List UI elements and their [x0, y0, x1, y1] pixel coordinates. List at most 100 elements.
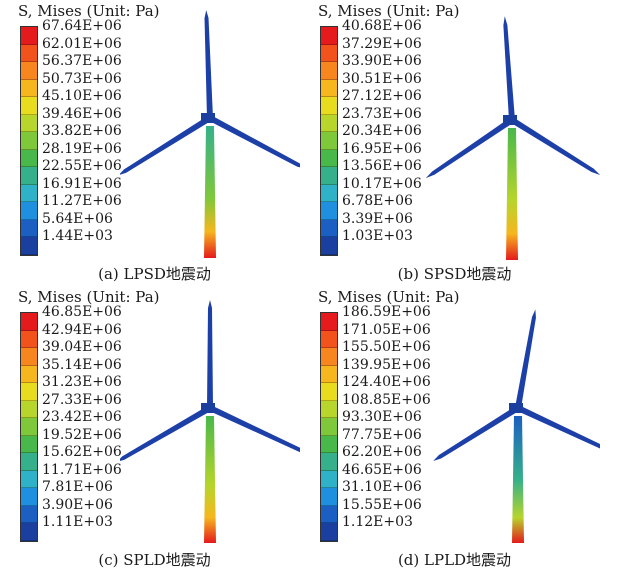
colorbar-swatch	[21, 79, 37, 97]
tick-label: 19.52E+06	[42, 426, 122, 443]
nacelle	[503, 115, 517, 125]
colorbar	[20, 312, 38, 542]
colorbar-swatch	[321, 330, 337, 348]
colorbar-swatch	[21, 418, 37, 436]
colorbar-swatch	[21, 488, 37, 506]
colorbar-swatch	[21, 348, 37, 366]
tick-label: 35.14E+06	[42, 356, 122, 373]
colorbar-swatch	[21, 365, 37, 383]
legend-title: S, Mises (Unit: Pa)	[318, 288, 460, 306]
tick-label: 22.55E+06	[42, 158, 122, 174]
tick-label: 10.17E+06	[342, 175, 422, 192]
colorbar-swatch	[321, 44, 337, 62]
blade	[516, 405, 600, 451]
colorbar-swatch	[21, 219, 37, 237]
tick-label: 37.29E+06	[342, 35, 422, 52]
tick-label: 31.10E+06	[342, 479, 422, 495]
turbine-geometry	[433, 309, 600, 543]
colorbar-swatch	[321, 313, 337, 331]
colorbar-swatch	[321, 132, 337, 150]
tick-label: 1.12E+03	[342, 514, 413, 530]
colorbar-swatch	[321, 365, 337, 383]
colorbar-swatch	[321, 505, 337, 523]
colorbar-swatch	[321, 488, 337, 506]
colorbar-swatch	[321, 348, 337, 366]
tick-label: 5.64E+06	[42, 210, 113, 227]
blade	[207, 300, 213, 408]
colorbar-swatch	[21, 313, 37, 331]
tick-label: 27.33E+06	[42, 391, 122, 408]
tick-label: 62.01E+06	[42, 35, 122, 52]
colorbar-swatch	[321, 114, 337, 132]
colorbar-swatch	[321, 435, 337, 453]
colorbar	[320, 312, 338, 542]
blade	[120, 405, 212, 462]
tick-label: 171.05E+06	[342, 321, 431, 338]
panel-caption: (c) SPLD地震动	[98, 551, 211, 569]
colorbar-swatch	[21, 435, 37, 453]
tick-label: 15.62E+06	[42, 444, 122, 460]
tick-label: 1.44E+03	[42, 228, 113, 244]
colorbar-swatch	[21, 202, 37, 220]
tick-label: 7.81E+06	[42, 479, 113, 495]
colorbar-swatch	[321, 149, 337, 167]
wind-turbine-stress-plot	[120, 300, 300, 543]
tick-label: 77.75E+06	[342, 426, 422, 443]
colorbar-swatch	[321, 97, 337, 115]
panel-caption: (d) LPLD地震动	[397, 551, 512, 569]
tick-label: 42.94E+06	[42, 321, 122, 338]
turbine-geometry	[120, 300, 300, 543]
nacelle	[201, 113, 215, 123]
tower	[512, 416, 524, 543]
tick-label: 46.65E+06	[342, 461, 422, 478]
colorbar-swatch	[321, 383, 337, 401]
tick-label: 45.10E+06	[42, 88, 122, 104]
colorbar	[320, 26, 338, 256]
colorbar-swatch	[21, 27, 37, 45]
tick-label: 39.46E+06	[42, 105, 122, 122]
tick-label: 28.19E+06	[42, 140, 122, 157]
colorbar-ticks: 40.68E+06 37.29E+06 33.90E+06 30.51E+06 …	[342, 18, 422, 246]
colorbar-swatch	[21, 453, 37, 471]
tick-label: 40.68E+06	[342, 18, 422, 34]
colorbar-swatch	[321, 418, 337, 436]
nacelle	[201, 403, 215, 413]
colorbar-swatch	[21, 400, 37, 418]
colorbar-swatch	[21, 470, 37, 488]
colorbar-ticks: 67.64E+06 62.01E+06 56.37E+06 50.73E+06 …	[42, 18, 122, 246]
tick-label: 16.95E+06	[342, 140, 422, 157]
tick-label: 33.82E+06	[42, 123, 122, 139]
blade	[120, 115, 212, 176]
nacelle	[509, 403, 523, 413]
colorbar-swatch	[321, 237, 337, 255]
panel-a: S, Mises (Unit: Pa) 67.64E+06 62.01E+06 …	[0, 0, 309, 286]
tick-label: 11.71E+06	[42, 461, 122, 478]
tick-label: 23.42E+06	[42, 409, 122, 425]
colorbar-swatch	[21, 167, 37, 185]
colorbar-ticks: 186.59E+06 171.05E+06 155.50E+06 139.95E…	[342, 304, 431, 532]
legend-title: S, Mises (Unit: Pa)	[18, 288, 160, 306]
tick-label: 1.03E+03	[342, 228, 413, 244]
colorbar-swatch	[321, 184, 337, 202]
turbine-geometry	[425, 16, 600, 260]
blade	[515, 309, 536, 409]
tick-label: 30.51E+06	[342, 70, 422, 87]
tick-label: 67.64E+06	[42, 18, 122, 34]
tick-label: 186.59E+06	[342, 304, 431, 320]
wind-turbine-stress-plot	[425, 16, 600, 260]
panel-d: S, Mises (Unit: Pa) 186.59E+06 171.05E+0…	[300, 286, 609, 572]
colorbar-swatch	[321, 79, 337, 97]
tick-label: 20.34E+06	[342, 123, 422, 139]
tick-label: 46.85E+06	[42, 304, 122, 320]
blade	[208, 405, 300, 454]
wind-turbine-stress-plot	[120, 10, 300, 258]
colorbar-swatch	[21, 383, 37, 401]
colorbar-swatch	[21, 114, 37, 132]
blade	[425, 117, 514, 179]
panel-c: S, Mises (Unit: Pa) 46.85E+06 42.94E+06 …	[0, 286, 309, 572]
tick-label: 33.90E+06	[342, 53, 422, 69]
blade	[510, 117, 600, 176]
colorbar-swatch	[21, 44, 37, 62]
tick-label: 6.78E+06	[342, 193, 413, 209]
blade	[208, 115, 300, 169]
